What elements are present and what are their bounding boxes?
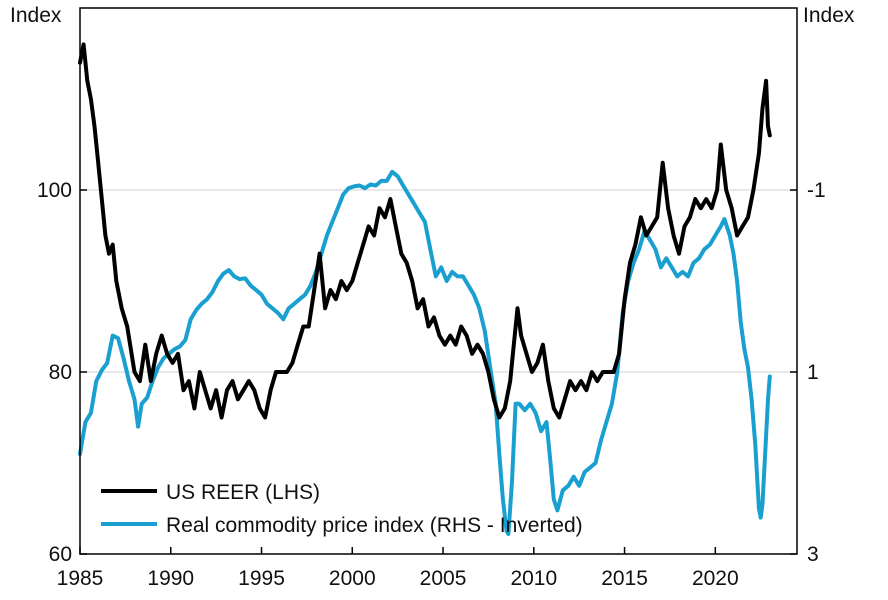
x-tick-label-6: 2015 <box>601 567 648 590</box>
y-right-tick-label-2: -1 <box>807 179 826 202</box>
series-line-0 <box>78 42 772 420</box>
y-right-unit-label: Index <box>803 4 855 27</box>
x-tick-label-5: 2010 <box>510 567 557 590</box>
legend: US REER (LHS) Real commodity price index… <box>101 481 583 537</box>
y-right-tick-label-0: 3 <box>807 543 819 566</box>
x-tick-label-3: 2000 <box>329 567 376 590</box>
series-line-1 <box>78 169 772 536</box>
y-right-tick-label-1: 1 <box>807 361 819 384</box>
y-left-tick-label-2: 100 <box>37 179 72 202</box>
x-tick-label-1: 1990 <box>147 567 194 590</box>
series-layer <box>78 42 772 536</box>
legend-label-commodity: Real commodity price index (RHS - Invert… <box>166 514 583 537</box>
x-tick-label-0: 1985 <box>57 567 104 590</box>
tick-layer: 1985 1990 1995 2000 2005 2010 2015 2020 60 80 100 3… <box>37 179 826 590</box>
y-left-unit-label: Index <box>10 4 62 27</box>
plot-frame <box>79 7 798 555</box>
legend-label-reer: US REER (LHS) <box>166 481 320 504</box>
y-left-tick-label-0: 60 <box>49 543 72 566</box>
x-tick-label-4: 2005 <box>420 567 467 590</box>
x-tick-label-7: 2020 <box>692 567 739 590</box>
x-tick-label-2: 1995 <box>238 567 285 590</box>
y-left-tick-label-1: 80 <box>49 361 72 384</box>
